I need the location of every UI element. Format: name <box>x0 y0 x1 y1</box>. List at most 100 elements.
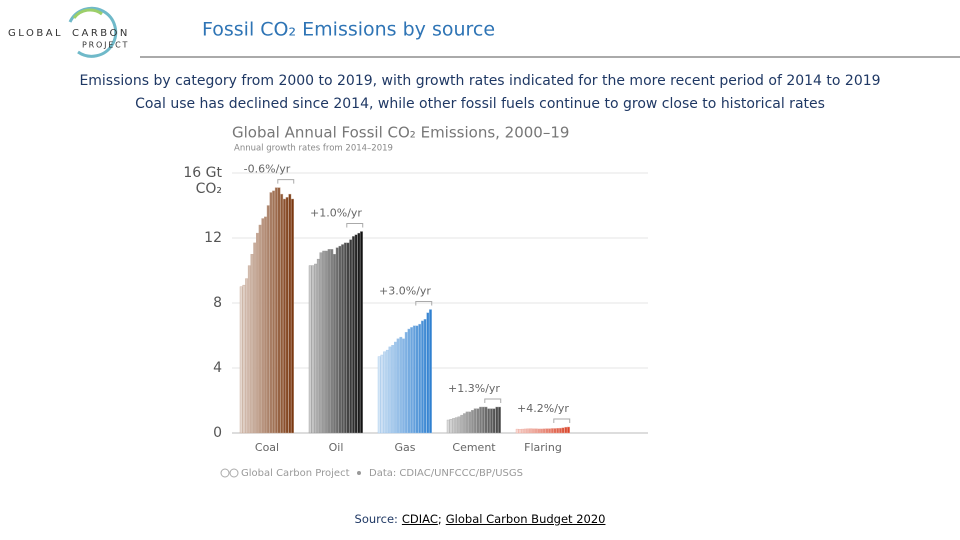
bar <box>526 428 530 434</box>
bar <box>346 242 350 434</box>
bar <box>418 323 422 434</box>
bar <box>550 428 554 434</box>
growth-annotation: +1.3%/yr <box>448 382 500 395</box>
bar <box>404 332 408 434</box>
bar <box>283 198 286 434</box>
bar <box>473 408 477 434</box>
bar <box>548 428 552 434</box>
bar <box>354 234 358 434</box>
bar <box>476 408 480 434</box>
bar <box>357 232 361 434</box>
bar <box>291 198 294 434</box>
credit: Global Carbon Project <box>241 468 350 479</box>
bar <box>542 428 546 434</box>
bullet <box>357 471 361 475</box>
bar <box>429 309 432 434</box>
bar <box>245 278 249 434</box>
bar <box>274 187 278 434</box>
bar <box>564 426 568 434</box>
bar <box>534 428 538 434</box>
bar <box>465 411 469 434</box>
bar <box>338 245 342 434</box>
bar <box>492 408 496 434</box>
bar <box>495 406 499 434</box>
bar <box>385 349 389 434</box>
x-tick-label: Cement <box>452 441 496 454</box>
bar <box>308 265 312 434</box>
bar <box>452 418 456 434</box>
bar <box>399 336 403 434</box>
bar <box>316 258 320 434</box>
bar <box>567 426 570 434</box>
bar <box>311 265 315 434</box>
bar <box>446 419 450 434</box>
bar <box>341 244 345 434</box>
source-link[interactable]: Global Carbon Budget 2020 <box>445 512 606 526</box>
bar <box>449 418 453 434</box>
y-tick-label: 12 <box>204 230 222 246</box>
bar <box>529 428 533 434</box>
bar <box>415 325 419 434</box>
logo-text: CARBON <box>72 28 130 39</box>
growth-annotation: +1.0%/yr <box>310 207 362 220</box>
logo-text: GLOBAL <box>8 28 63 39</box>
bar <box>335 247 339 434</box>
bar <box>484 406 488 434</box>
bar <box>460 414 464 434</box>
subtitle: Emissions by category from 2000 to 2019,… <box>79 73 880 89</box>
bar <box>481 406 485 434</box>
bar <box>388 346 392 434</box>
bar <box>352 236 355 434</box>
bar <box>556 428 560 434</box>
bar <box>377 356 381 434</box>
bar <box>247 265 251 434</box>
bar <box>319 252 323 434</box>
bar <box>258 224 262 434</box>
bar <box>423 319 427 434</box>
bar <box>277 187 281 434</box>
bar <box>490 408 493 434</box>
bar <box>239 286 243 434</box>
bar <box>518 429 522 434</box>
bar <box>537 428 541 434</box>
bar <box>407 328 411 434</box>
bar <box>250 254 254 434</box>
bar <box>256 232 259 434</box>
bar <box>561 427 565 434</box>
bar <box>545 428 549 434</box>
bar <box>314 263 318 434</box>
source-label: Source: <box>354 512 398 526</box>
bar <box>559 427 562 434</box>
bracket <box>277 179 295 184</box>
bar <box>521 428 525 434</box>
bar <box>272 190 276 434</box>
bar <box>412 325 416 434</box>
bar <box>471 410 474 434</box>
y-unit: CO₂ <box>196 181 222 197</box>
growth-annotation: -0.6%/yr <box>244 163 291 176</box>
bar <box>457 416 461 434</box>
bar <box>380 354 384 434</box>
logo-text: PROJECT <box>82 41 129 50</box>
bar <box>410 327 414 434</box>
growth-annotation: +3.0%/yr <box>379 285 431 298</box>
bar <box>532 428 535 434</box>
growth-annotation: +4.2%/yr <box>517 402 569 415</box>
bar <box>396 338 400 434</box>
bar <box>426 312 430 434</box>
source-link[interactable]: CDIAC <box>401 512 438 526</box>
logo-arc <box>72 8 103 19</box>
bracket <box>415 301 433 306</box>
x-tick-label: Coal <box>255 441 279 454</box>
bracket <box>553 418 571 423</box>
bar <box>266 205 270 434</box>
bar <box>454 417 458 434</box>
separator: ; <box>437 512 442 526</box>
bar <box>280 193 284 434</box>
bar <box>498 406 501 434</box>
x-tick-label: Gas <box>395 441 416 454</box>
bar <box>325 250 328 434</box>
footer: Source: CDIAC; Global Carbon Budget 2020 <box>0 512 960 526</box>
